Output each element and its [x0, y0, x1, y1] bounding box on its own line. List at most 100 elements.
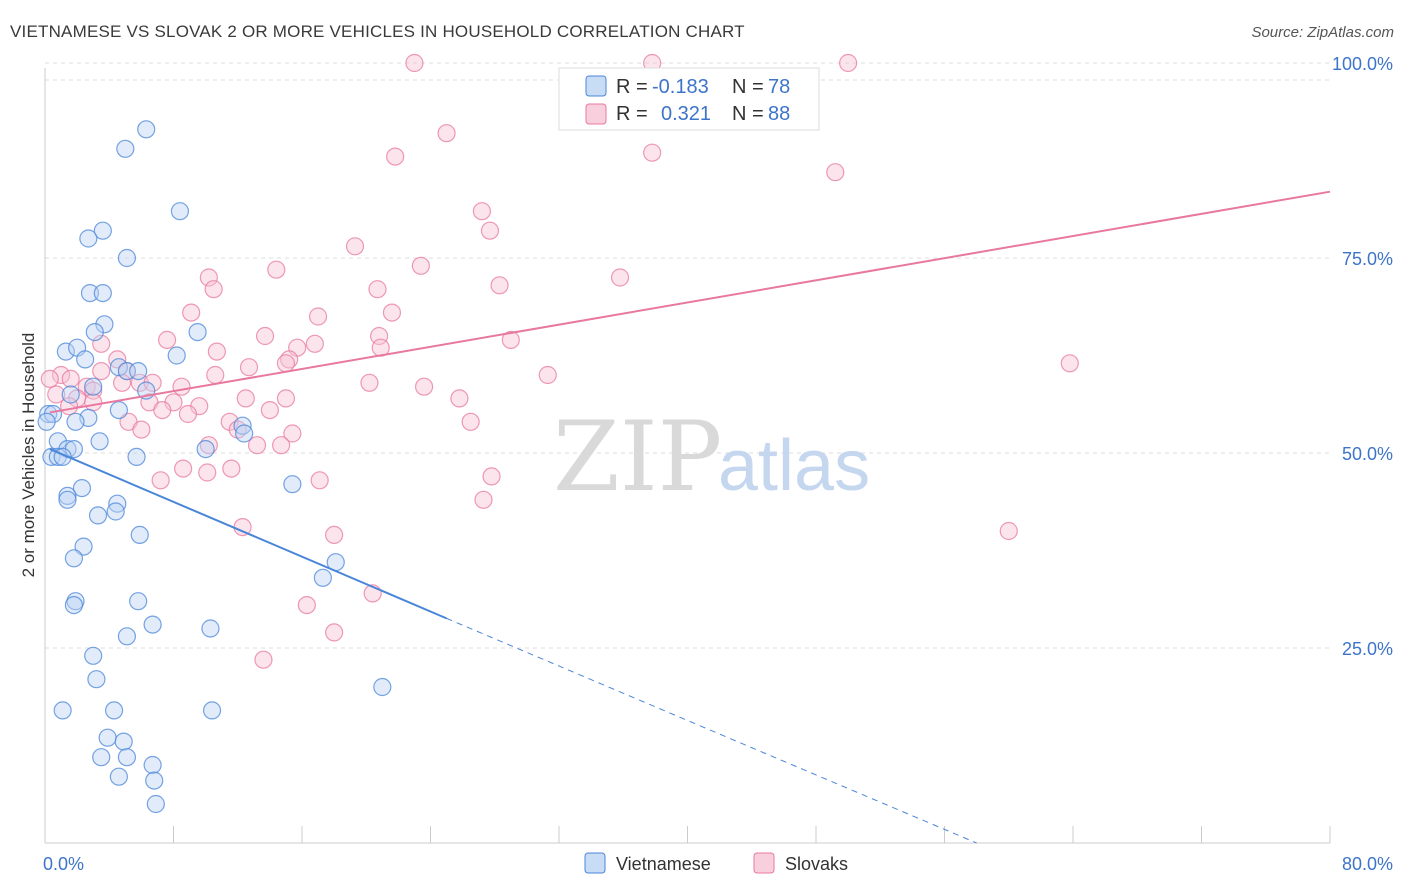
slovaks-point	[236, 389, 255, 408]
series-legend: Vietnamese Slovaks	[584, 852, 848, 874]
vietnamese-point	[283, 475, 302, 494]
vietnamese-point	[76, 350, 95, 369]
vietnamese-point	[37, 412, 56, 431]
slovaks-point	[474, 490, 493, 509]
slovaks-point	[132, 420, 151, 439]
vietnamese-point	[143, 615, 162, 634]
vietnamese-trend-extension	[446, 617, 977, 844]
legend-r-value-1: -0.183	[652, 76, 709, 98]
slovaks-point	[178, 404, 198, 424]
vietnamese-point	[114, 732, 133, 751]
y-tick-label: 100.0%	[1332, 54, 1393, 74]
vietnamese-point	[373, 677, 392, 697]
slovaks-trend-line	[49, 190, 1331, 414]
slovaks-point	[368, 280, 387, 299]
vietnamese-point	[79, 229, 98, 248]
slovaks-point	[472, 202, 491, 221]
correlation-legend: R = -0.183 N = 78 R = 0.321 N = 88	[558, 67, 820, 131]
slovaks-point	[325, 525, 344, 545]
slovaks-point	[151, 471, 170, 490]
vietnamese-point	[137, 120, 156, 139]
slovaks-point	[40, 369, 59, 388]
chart-title: VIETNAMESE VS SLOVAK 2 OR MORE VEHICLES …	[10, 22, 745, 41]
legend-r-label-2: R =	[616, 103, 648, 125]
vietnamese-point	[98, 728, 117, 747]
vietnamese-point	[202, 701, 222, 720]
vietnamese-point	[313, 568, 332, 587]
slovaks-point	[157, 330, 177, 349]
legend-swatch-slovaks	[585, 103, 607, 125]
slovaks-point	[260, 401, 279, 420]
slovaks-point	[1060, 354, 1079, 373]
vietnamese-point	[129, 362, 148, 381]
vietnamese-point	[93, 221, 112, 240]
vietnamese-point	[196, 440, 215, 459]
slovaks-point	[382, 303, 402, 322]
slovaks-point	[450, 389, 469, 408]
slovaks-point	[826, 163, 845, 182]
slovaks-point	[480, 221, 500, 240]
trend-lines	[49, 190, 1331, 844]
vietnamese-trend-line	[49, 448, 447, 620]
y-axis-label: 2 or more Vehicles in Household	[19, 333, 38, 578]
vietnamese-point	[145, 771, 164, 790]
vietnamese-point	[117, 627, 137, 646]
vietnamese-point	[92, 748, 111, 767]
slovaks-point	[61, 369, 80, 388]
vietnamese-point	[90, 432, 109, 451]
y-tick-label: 75.0%	[1342, 249, 1393, 269]
axes	[44, 68, 1331, 844]
data-points	[37, 53, 1079, 814]
legend-swatch-vietnamese-bottom	[584, 852, 606, 874]
slovaks-point	[360, 373, 379, 392]
slovaks-point	[267, 260, 286, 279]
vietnamese-point	[64, 549, 84, 568]
vietnamese-point	[106, 502, 125, 521]
slovaks-point	[204, 280, 223, 299]
slovaks-point	[153, 401, 172, 420]
slovaks-point	[310, 471, 329, 490]
vietnamese-point	[58, 486, 77, 505]
vietnamese-point	[72, 479, 92, 498]
vietnamese-point	[109, 401, 128, 420]
vietnamese-point	[87, 670, 106, 689]
vietnamese-point	[104, 701, 124, 720]
vietnamese-point	[58, 490, 77, 509]
slovaks-point	[276, 389, 296, 408]
slovaks-point	[182, 303, 201, 322]
slovaks-point	[305, 334, 324, 353]
vietnamese-point	[93, 284, 112, 303]
slovaks-point	[198, 463, 217, 482]
vietnamese-point	[84, 646, 103, 665]
vietnamese-point	[117, 248, 137, 268]
watermark-zip: ZIP	[553, 401, 722, 513]
vietnamese-point	[64, 595, 84, 615]
vietnamese-point	[74, 537, 93, 556]
slovaks-point	[325, 623, 344, 642]
slovaks-point	[610, 268, 630, 287]
vietnamese-point	[127, 447, 146, 466]
slovaks-point	[47, 385, 66, 404]
vietnamese-point	[80, 284, 100, 303]
legend-r-label-1: R =	[616, 76, 648, 98]
vietnamese-point	[66, 412, 85, 431]
x-tick-label-min: 0.0%	[43, 854, 84, 874]
slovaks-point	[92, 362, 111, 381]
slovaks-point	[92, 334, 111, 353]
legend-n-value-1: 78	[768, 76, 790, 98]
vietnamese-point	[130, 525, 149, 545]
legend-swatch-vietnamese	[585, 75, 607, 97]
slovaks-point	[247, 436, 267, 455]
slovaks-point	[386, 147, 405, 166]
slovaks-point	[501, 330, 520, 349]
vietnamese-point	[53, 701, 72, 720]
slovaks-point	[283, 424, 302, 443]
slovaks-point	[461, 412, 480, 431]
x-tick-labels: 0.0% 80.0%	[43, 854, 1393, 874]
legend-label-vietnamese: Vietnamese	[616, 854, 711, 874]
y-tick-label: 50.0%	[1342, 444, 1393, 464]
slovaks-point	[308, 307, 328, 326]
slovaks-point	[999, 521, 1018, 541]
legend-swatch-slovaks-bottom	[753, 852, 775, 874]
vietnamese-point	[61, 385, 80, 404]
